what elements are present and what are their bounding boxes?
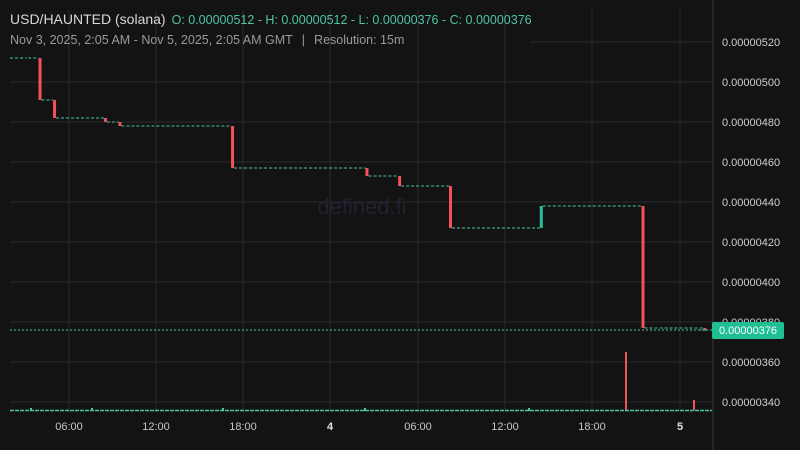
watermark: defined.fi xyxy=(317,194,406,219)
x-tick-label: 4 xyxy=(327,421,334,433)
ohlc-readout: O: 0.00000512 - H: 0.00000512 - L: 0.000… xyxy=(171,13,532,27)
x-tick-label: 06:00 xyxy=(404,421,432,433)
price-series xyxy=(10,57,707,410)
candle-down xyxy=(53,100,57,118)
x-tick-label: 06:00 xyxy=(55,421,83,433)
y-tick-label: 0.00000520 xyxy=(722,37,780,49)
volume-bar xyxy=(364,408,366,411)
y-tick-label: 0.00000480 xyxy=(722,117,780,129)
y-tick-label: 0.00000500 xyxy=(722,77,780,89)
candle-down xyxy=(641,206,645,328)
candle-down xyxy=(103,118,107,122)
y-tick-label: 0.00000400 xyxy=(722,277,780,289)
last-price-marker: 0.00000376 xyxy=(10,322,784,339)
x-tick-label: 12:00 xyxy=(491,421,519,433)
x-tick-label: 5 xyxy=(677,421,683,433)
volume-bar xyxy=(222,408,224,411)
candle-up xyxy=(539,206,543,228)
volume-bar xyxy=(528,408,530,411)
volume-strip xyxy=(10,408,712,412)
y-tick-label: 0.00000440 xyxy=(722,197,780,209)
candle-down xyxy=(448,186,452,228)
last-price-tag xyxy=(712,322,784,339)
y-tick-label: 0.00000360 xyxy=(722,357,780,369)
candle-down xyxy=(703,328,707,330)
candle-down xyxy=(365,168,369,176)
x-tick-label: 18:00 xyxy=(229,421,257,433)
candle-down xyxy=(118,122,122,126)
resolution-label: Resolution: 15m xyxy=(314,33,405,47)
y-tick-label: 0.00000340 xyxy=(722,397,780,409)
x-tick-label: 18:00 xyxy=(578,421,606,433)
volume-bar xyxy=(30,408,32,411)
symbol-title: USD/HAUNTED (solana) xyxy=(10,11,166,27)
wick-down xyxy=(693,400,695,410)
last-price-label: 0.00000376 xyxy=(719,325,777,337)
candle-down xyxy=(38,58,42,100)
y-tick-label: 0.00000460 xyxy=(722,157,780,169)
y-tick-label: 0.00000420 xyxy=(722,237,780,249)
x-axis[interactable]: 06:00 12:00 18:00 4 06:00 12:00 18:00 5 xyxy=(55,421,683,433)
candle-down xyxy=(231,126,235,168)
grid-lines xyxy=(10,10,712,412)
wick-down xyxy=(625,352,627,410)
y-axis[interactable]: 0.00000520 0.00000500 0.00000480 0.00000460… xyxy=(712,0,780,450)
separator: | xyxy=(301,33,306,47)
volume-bar xyxy=(91,408,93,411)
candle-down xyxy=(398,176,402,186)
chart-subheader: Nov 3, 2025, 2:05 AM - Nov 5, 2025, 2:05… xyxy=(10,33,404,47)
x-tick-label: 12:00 xyxy=(142,421,170,433)
date-range: Nov 3, 2025, 2:05 AM - Nov 5, 2025, 2:05… xyxy=(10,33,293,47)
chart-header: USD/HAUNTED (solana) O: 0.00000512 - H: 0… xyxy=(10,11,532,27)
